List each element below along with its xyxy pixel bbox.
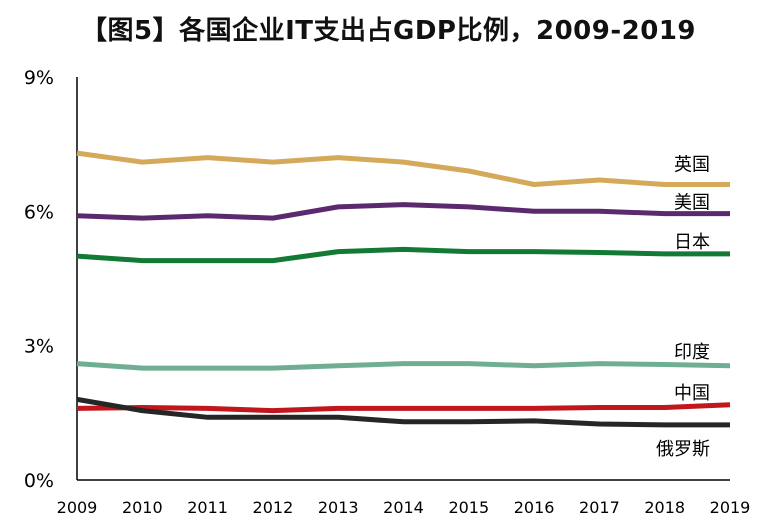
series-label: 俄罗斯 — [656, 439, 710, 460]
y-tick-labels: 0% 3% 6% 9% — [24, 67, 54, 492]
series-lines — [76, 150, 731, 428]
series-line-4 — [76, 402, 731, 414]
x-tick-label: 2009 — [57, 498, 98, 517]
x-tick-label: 2014 — [383, 498, 424, 517]
chart-title: 【图5】各国企业IT支出占GDP比例，2009-2019 — [81, 16, 696, 46]
x-tick-label: 2015 — [448, 498, 489, 517]
x-tick-label: 2010 — [122, 498, 163, 517]
y-tick-label: 3% — [24, 336, 54, 358]
x-tick-label: 2017 — [579, 498, 620, 517]
y-tick-label: 6% — [24, 201, 54, 223]
x-tick-label: 2012 — [253, 498, 294, 517]
series-line-2 — [76, 246, 730, 264]
x-tick-label: 2013 — [318, 498, 359, 517]
series-label: 印度 — [674, 342, 710, 363]
series-label: 中国 — [674, 383, 710, 404]
x-tick-labels: 2009 2010 2011 2012 2013 2014 2015 2016 2017 2018… — [57, 498, 751, 517]
x-tick-label: 2011 — [187, 498, 228, 517]
y-tick-label: 0% — [24, 470, 54, 492]
series-label: 美国 — [674, 193, 710, 214]
x-tick-label: 2018 — [644, 498, 685, 517]
y-tick-label: 9% — [24, 67, 54, 89]
x-tick-label: 2019 — [710, 498, 751, 517]
series-line-0 — [76, 150, 730, 187]
series-line-3 — [76, 361, 731, 371]
x-tick-label: 2016 — [514, 498, 555, 517]
series-label: 日本 — [674, 232, 710, 253]
axes — [76, 77, 730, 481]
series-line-5 — [76, 396, 730, 428]
series-label: 英国 — [674, 154, 710, 175]
series-line-1 — [76, 202, 730, 221]
